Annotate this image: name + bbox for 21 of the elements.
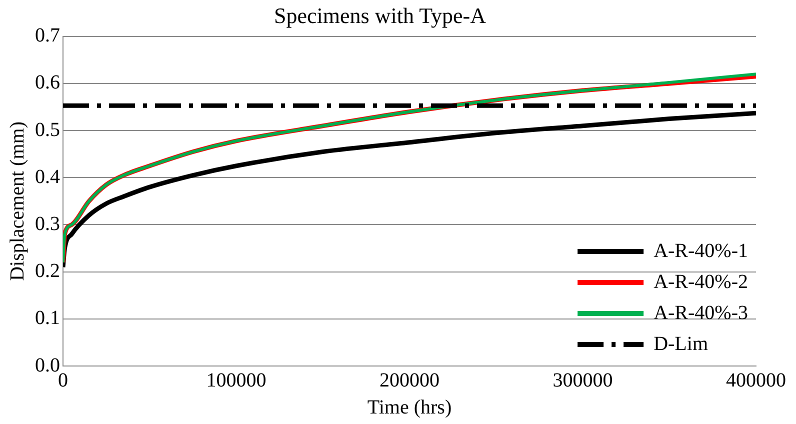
legend-label: A-R-40%-1	[654, 240, 748, 262]
legend-label: A-R-40%-2	[654, 270, 748, 293]
x-tick-label: 200000	[380, 369, 440, 392]
y-tick-label: 0.2	[35, 260, 60, 282]
y-tick-label: 0.7	[35, 24, 60, 47]
chart-title: Specimens with Type-A	[274, 2, 486, 28]
y-tick-label: 0.0	[35, 354, 60, 376]
y-tick-label: 0.5	[35, 118, 60, 141]
y-tick-label: 0.3	[35, 212, 60, 235]
y-tick-label: 0.4	[35, 166, 60, 188]
y-tick-label: 0.6	[35, 72, 60, 94]
y-axis-title: Displacement (mm)	[6, 121, 28, 281]
legend-label: D-Lim	[654, 332, 708, 355]
x-tick-label: 400000	[726, 369, 786, 392]
x-tick-label: 300000	[552, 369, 613, 392]
y-tick-label: 0.1	[35, 307, 60, 330]
line-series	[63, 110, 756, 270]
x-tick-label: 100000	[206, 369, 266, 392]
x-tick-label: 0	[58, 369, 68, 392]
x-axis-title: Time (hrs)	[367, 396, 452, 418]
legend-label: A-R-40%-3	[654, 302, 748, 324]
